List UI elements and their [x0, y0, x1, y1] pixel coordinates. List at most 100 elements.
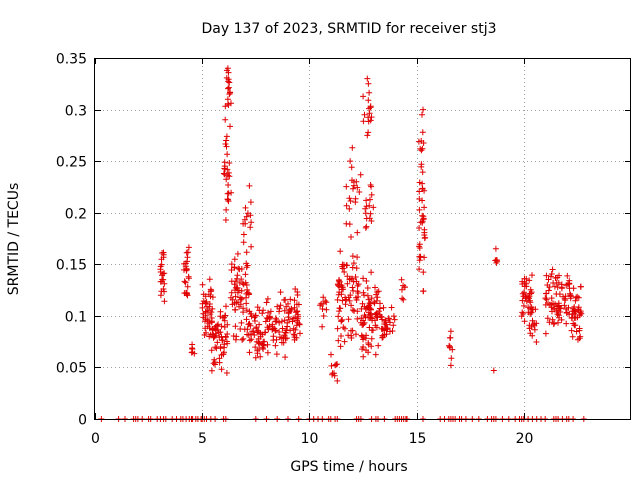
data-point — [234, 250, 241, 257]
data-point — [333, 361, 340, 368]
data-point — [262, 318, 269, 325]
data-point — [273, 351, 280, 358]
data-point — [243, 290, 250, 297]
data-point — [224, 340, 231, 347]
data-point — [237, 294, 244, 301]
data-point — [272, 327, 279, 334]
data-point — [572, 297, 579, 304]
data-point — [421, 226, 428, 233]
data-point — [231, 300, 238, 307]
data-point — [209, 294, 216, 301]
data-point — [419, 219, 426, 226]
data-point — [199, 304, 206, 311]
data-point — [368, 306, 374, 313]
data-point — [373, 311, 380, 317]
data-point — [555, 300, 562, 307]
data-point — [346, 195, 353, 202]
data-point — [212, 332, 219, 339]
data-point — [525, 309, 532, 316]
data-point — [550, 280, 557, 286]
data-point — [563, 309, 570, 316]
data-point — [240, 335, 247, 342]
data-point — [390, 322, 397, 329]
data-point — [576, 327, 583, 334]
data-point — [277, 302, 284, 309]
data-point — [158, 261, 165, 268]
data-point — [418, 161, 425, 168]
data-point — [361, 292, 367, 299]
data-point — [214, 326, 221, 333]
data-point — [348, 234, 354, 240]
data-point — [289, 318, 296, 325]
data-point — [223, 133, 230, 140]
data-point — [544, 315, 551, 322]
data-point — [290, 325, 297, 332]
data-point — [361, 111, 368, 118]
data-point — [354, 229, 361, 236]
data-point — [577, 283, 584, 290]
data-point — [353, 265, 360, 272]
data-point — [373, 297, 380, 304]
data-point — [161, 288, 168, 295]
data-point — [284, 319, 291, 326]
data-point — [555, 312, 562, 319]
data-point — [340, 286, 347, 293]
data-point — [240, 305, 247, 312]
data-point — [238, 319, 245, 326]
data-point — [558, 281, 565, 288]
data-point — [533, 320, 540, 327]
data-point — [287, 296, 294, 303]
data-point — [419, 129, 426, 136]
data-point — [349, 253, 356, 260]
data-point — [352, 274, 359, 280]
data-point — [419, 212, 426, 219]
data-point — [343, 202, 350, 209]
data-point — [320, 294, 327, 301]
data-point — [202, 318, 208, 325]
data-point — [577, 309, 584, 316]
data-point — [290, 331, 297, 338]
data-point — [570, 285, 577, 292]
data-point — [370, 204, 377, 211]
data-point — [328, 362, 335, 369]
data-point — [420, 213, 427, 220]
data-point — [391, 316, 398, 323]
data-point — [296, 321, 303, 327]
data-point — [372, 322, 379, 329]
data-point — [220, 170, 227, 177]
data-point — [343, 296, 350, 303]
data-point — [346, 297, 353, 304]
data-point — [232, 287, 238, 294]
data-point — [223, 206, 230, 213]
data-point — [217, 313, 224, 320]
data-point — [346, 205, 353, 212]
data-point — [365, 296, 372, 303]
data-point — [419, 145, 426, 152]
data-point — [161, 298, 168, 305]
data-point — [254, 329, 261, 336]
data-point — [367, 210, 374, 217]
data-point — [349, 264, 356, 271]
data-point — [368, 191, 375, 198]
data-point — [335, 282, 341, 289]
data-point — [372, 351, 379, 358]
data-point — [227, 123, 233, 130]
data-point — [160, 276, 167, 283]
data-point — [223, 303, 229, 310]
data-point — [228, 278, 235, 285]
data-point — [557, 309, 564, 315]
data-point — [222, 116, 229, 123]
data-point — [562, 306, 569, 312]
data-point — [286, 316, 292, 323]
data-point — [247, 310, 254, 317]
data-point — [212, 344, 219, 351]
data-point — [416, 188, 423, 195]
data-point — [228, 261, 235, 268]
data-point — [257, 353, 264, 360]
y-tick-label: 0.1 — [65, 310, 87, 326]
data-point — [207, 288, 214, 295]
y-tick-label: 0.3 — [65, 104, 87, 120]
data-point — [240, 231, 247, 238]
data-point — [367, 196, 373, 203]
data-point — [200, 310, 207, 317]
